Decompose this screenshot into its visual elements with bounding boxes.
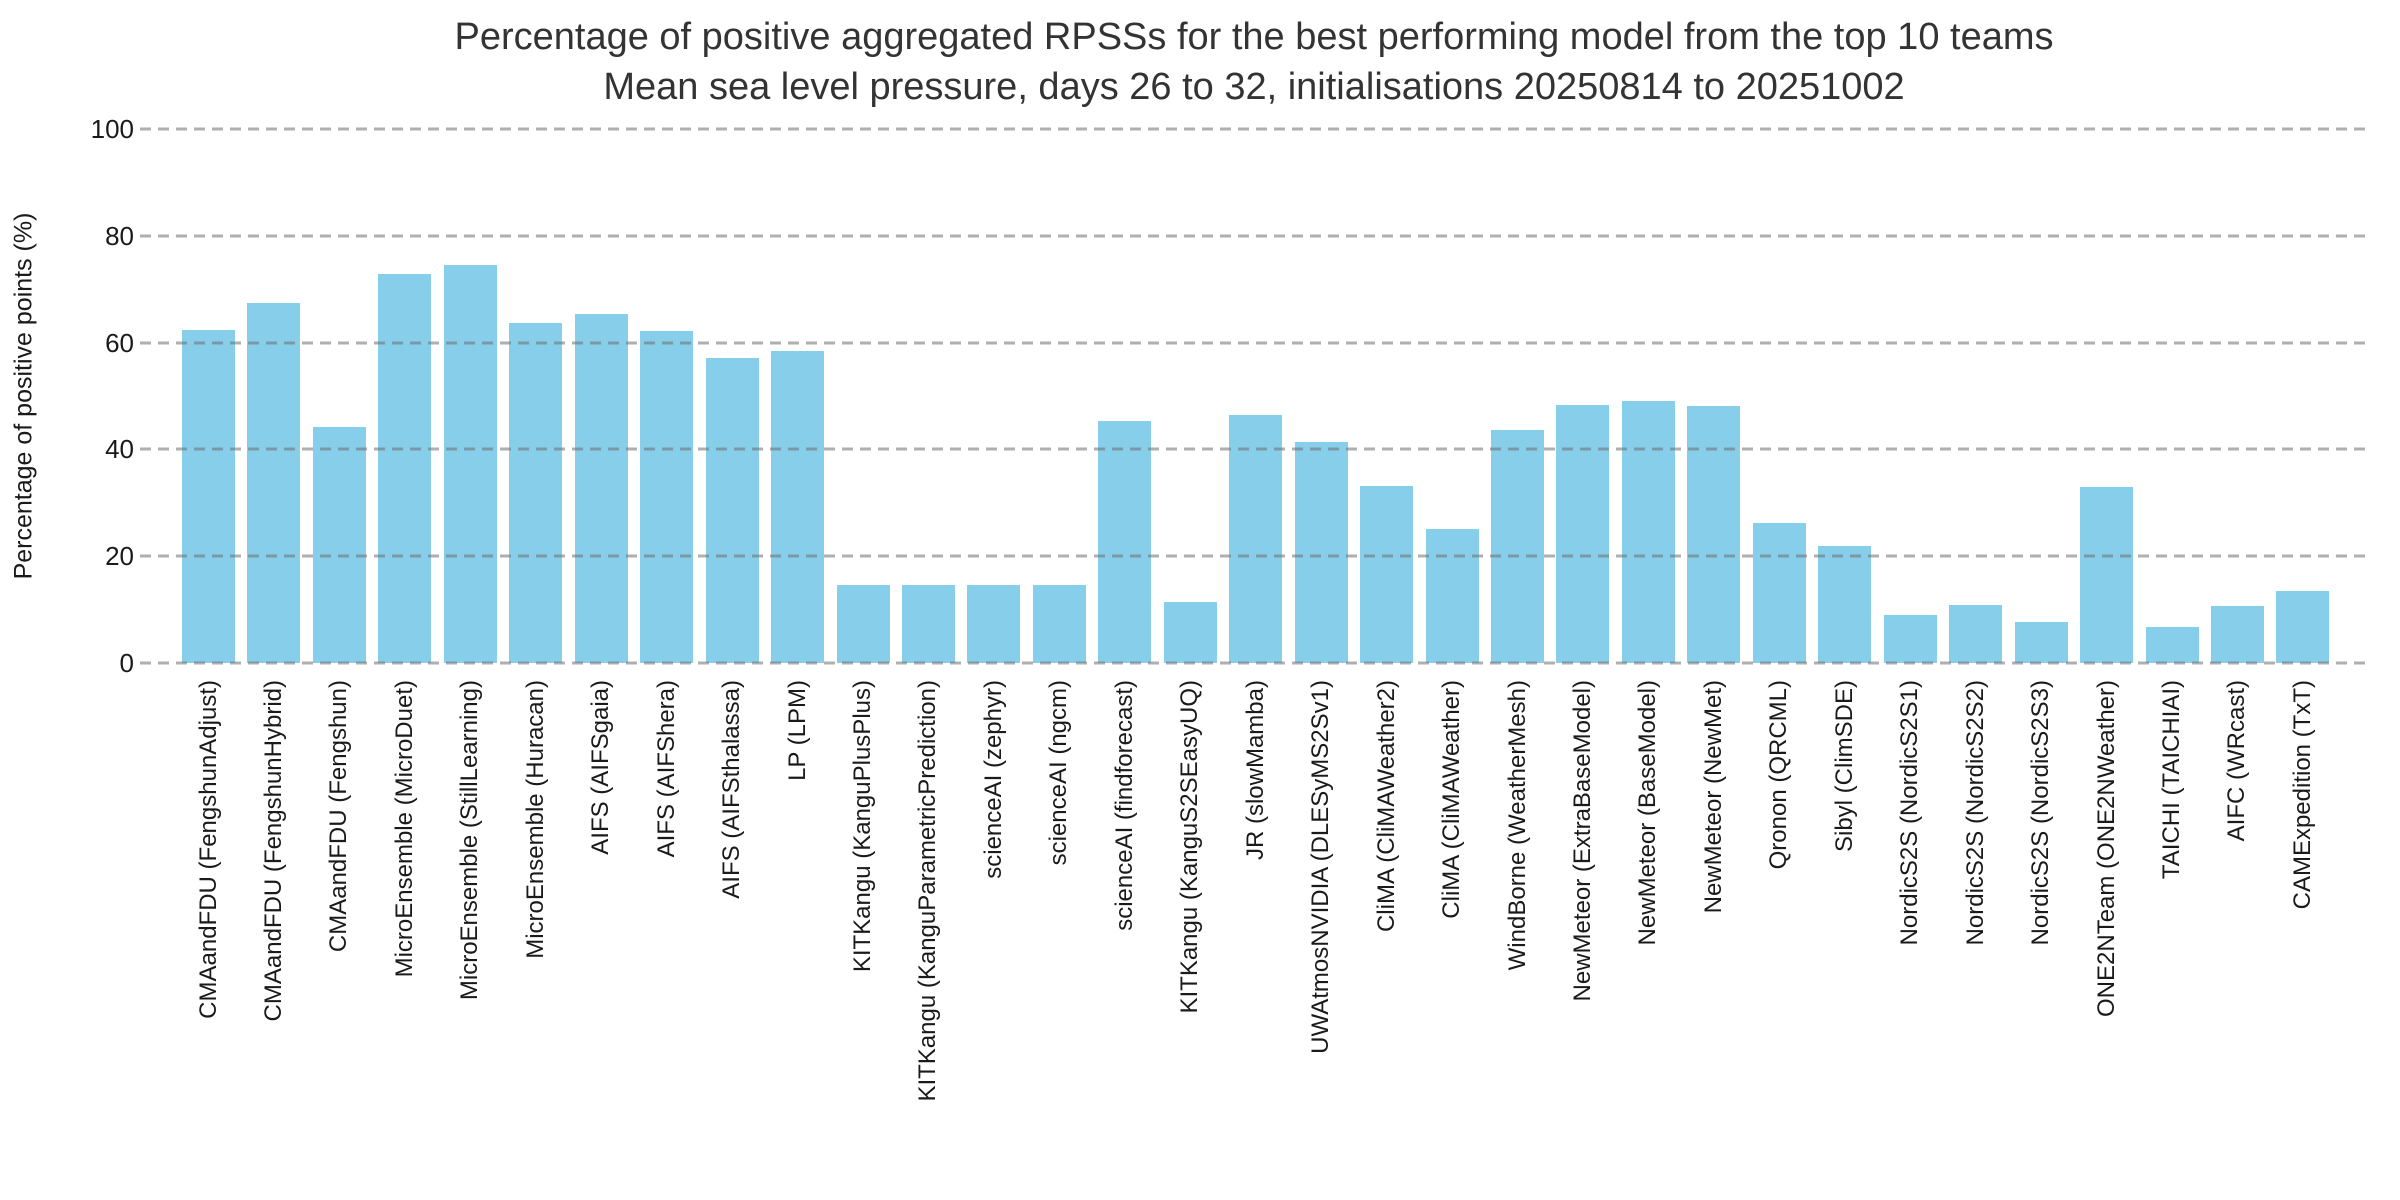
- gridline-80: [140, 234, 2368, 238]
- y-tick-label: 20: [105, 541, 134, 572]
- bar: [574, 314, 628, 663]
- bar: [378, 274, 432, 663]
- bar: [1491, 430, 1544, 663]
- y-tick-label: 60: [105, 327, 134, 358]
- bar: [2145, 627, 2199, 663]
- y-tick-label: 80: [105, 220, 134, 251]
- bar: [2276, 591, 2330, 663]
- bar: [771, 350, 825, 663]
- x-category-label-text: NewMeteor (NewMet): [1699, 680, 1727, 914]
- bar: [640, 330, 694, 663]
- bar: [967, 585, 1021, 663]
- x-category-label-text: LP (LPM): [783, 680, 811, 781]
- x-category-label-text: CliMA (CliMAWeather2): [1372, 680, 1400, 933]
- bar: [2014, 621, 2068, 663]
- bar: [2080, 486, 2134, 663]
- bar: [1294, 442, 1348, 663]
- bar: [1098, 421, 1152, 663]
- bar: [1752, 522, 1806, 663]
- bar: [1556, 404, 1610, 663]
- x-category-label-text: AIFS (AIFShera): [652, 680, 680, 858]
- x-category-label-text: KITKangu (KanguParametricPrediction): [914, 680, 942, 1102]
- plot-area: [140, 127, 2368, 665]
- bar: [1425, 528, 1479, 663]
- x-category-label-text: CMAandFDU (Fengshun): [325, 680, 353, 953]
- x-category-label-text: TAICHI (TAICHIAI): [2158, 680, 2185, 880]
- x-category-label-text: Qronon (QRCML): [1765, 680, 1793, 870]
- bar: [1360, 485, 1414, 663]
- bar: [443, 265, 497, 663]
- x-category-label-text: MicroEnsemble (MicroDuet): [390, 680, 418, 978]
- bar: [1687, 406, 1741, 663]
- bar: [1163, 602, 1217, 663]
- bar: [1621, 401, 1675, 663]
- x-category-label-text: MicroEnsemble (StillLearning): [456, 680, 484, 1001]
- x-category-label-text: ONE2NTeam (ONE2NWeather): [2092, 680, 2120, 1017]
- x-category-label-text: CAMExpedition (TxT): [2288, 680, 2316, 910]
- x-category-label-text: UWAtmosNVIDIA (DLESyMS2Sv1): [1307, 680, 1335, 1054]
- bar: [247, 302, 301, 663]
- y-tick-label: 40: [105, 434, 134, 465]
- y-axis-title-text: Percentage of positive points (%): [9, 212, 38, 580]
- x-category-label-text: NordicS2S (NordicS2S2): [1961, 680, 1989, 946]
- bar: [705, 358, 759, 663]
- bar: [509, 323, 563, 663]
- bar: [901, 585, 955, 663]
- x-category-label-text: JR (slowMamba): [1241, 680, 1269, 861]
- bar: [836, 585, 890, 663]
- x-category-label-text: NordicS2S (NordicS2S3): [2027, 680, 2055, 946]
- x-category-label-text: NewMeteor (BaseModel): [1634, 680, 1662, 946]
- bar: [182, 329, 235, 663]
- x-category-label-text: KITKangu (KanguPlusPlus): [849, 680, 876, 973]
- x-category-label-text: Sibyl (ClimSDE): [1830, 680, 1858, 853]
- x-category-label-text: NewMeteor (ExtraBaseModel): [1568, 680, 1596, 1002]
- chart-title: Percentage of positive aggregated RPSSs …: [140, 12, 2368, 112]
- y-tick-label: 0: [119, 648, 134, 678]
- x-category-label-text: scienceAI (zephyr): [979, 680, 1007, 879]
- x-category-label-text: CliMA (CliMAWeather): [1438, 680, 1466, 919]
- x-category-label-text: AIFC (WRcast): [2223, 680, 2251, 842]
- chart-title-line1: Percentage of positive aggregated RPSSs …: [454, 16, 2054, 58]
- x-category-label-text: CMAandFDU (FengshunHybrid): [259, 680, 287, 1022]
- x-category-label-text: NordicS2S (NordicS2S1): [1896, 680, 1924, 946]
- bar: [1229, 414, 1283, 663]
- bar: [312, 426, 366, 663]
- x-category-label-text: AIFS (AIFSthalassa): [718, 680, 746, 899]
- bar: [1883, 615, 1937, 663]
- x-category-label-text: AIFS (AIFSgaia): [587, 680, 615, 855]
- x-category-label-text: MicroEnsemble (Huracan): [521, 680, 549, 959]
- x-category-label-text: WindBorne (WeatherMesh): [1503, 680, 1531, 971]
- chart-title-line2: Mean sea level pressure, days 26 to 32, …: [603, 66, 1905, 108]
- x-category-label-text: KITKangu (KanguS2SEasyUQ): [1176, 680, 1204, 1014]
- bar: [1032, 585, 1086, 663]
- y-tick-label: 100: [90, 114, 134, 144]
- x-category-label-text: CMAandFDU (FengshunAdjust): [194, 680, 222, 1019]
- bar: [1949, 605, 2003, 663]
- bar: [1818, 545, 1872, 663]
- x-category-label-text: scienceAI (ngcm): [1045, 680, 1073, 866]
- bar: [2210, 605, 2264, 663]
- x-category-label-text: scienceAI (findforecast): [1110, 680, 1138, 931]
- gridline-100: [140, 127, 2368, 131]
